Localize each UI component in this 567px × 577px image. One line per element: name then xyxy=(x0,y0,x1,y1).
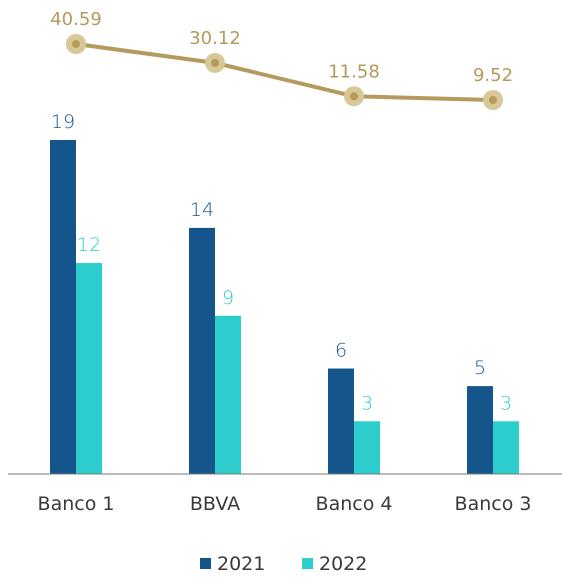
line-point-3 xyxy=(350,92,358,101)
line-series-path xyxy=(74,42,495,102)
legend-swatch-2022 xyxy=(302,558,313,569)
line-value-label-2: 30.12 xyxy=(189,28,241,49)
bars-layer xyxy=(50,140,519,474)
bar-label-2022-3: 3 xyxy=(361,392,373,414)
bar-label-2021-3: 6 xyxy=(335,340,347,362)
line-point-1 xyxy=(72,40,80,48)
category-label-3: Banco 4 xyxy=(316,493,393,515)
bar-label-2022-1: 12 xyxy=(77,234,101,256)
bar-2021-1 xyxy=(50,140,76,474)
line-value-label-3: 11.58 xyxy=(328,61,380,82)
bar-2021-4 xyxy=(467,386,493,474)
bar-label-2021-4: 5 xyxy=(474,357,486,379)
bar-label-2022-2: 9 xyxy=(222,287,234,309)
line-value-label-1: 40.59 xyxy=(50,9,102,30)
bar-2021-2 xyxy=(189,227,215,474)
x-axis: Banco 1 BBVA Banco 4 Banco 3 xyxy=(8,473,562,515)
category-label-4: Banco 3 xyxy=(455,493,532,515)
bar-2022-2 xyxy=(215,315,241,474)
bar-2022-1 xyxy=(76,263,102,474)
line-point-4 xyxy=(489,96,497,104)
category-label-2: BBVA xyxy=(190,493,240,515)
legend-label-2022: 2022 xyxy=(319,553,367,575)
bar-label-2021-1: 19 xyxy=(51,111,75,133)
bar-label-2021-2: 14 xyxy=(190,199,214,221)
legend-swatch-2021 xyxy=(200,558,211,569)
bar-label-2022-4: 3 xyxy=(500,392,512,414)
line-value-label-4: 9.52 xyxy=(473,65,513,86)
bar-2022-4 xyxy=(493,421,519,474)
line-series-layer: 40.59 30.12 11.58 9.52 xyxy=(50,9,513,110)
bar-2022-3 xyxy=(354,421,380,474)
bar-2021-3 xyxy=(328,368,354,474)
legend-label-2021: 2021 xyxy=(217,553,265,575)
line-point-2 xyxy=(211,58,219,67)
legend: 2021 2022 xyxy=(200,553,367,575)
category-label-1: Banco 1 xyxy=(38,493,115,515)
